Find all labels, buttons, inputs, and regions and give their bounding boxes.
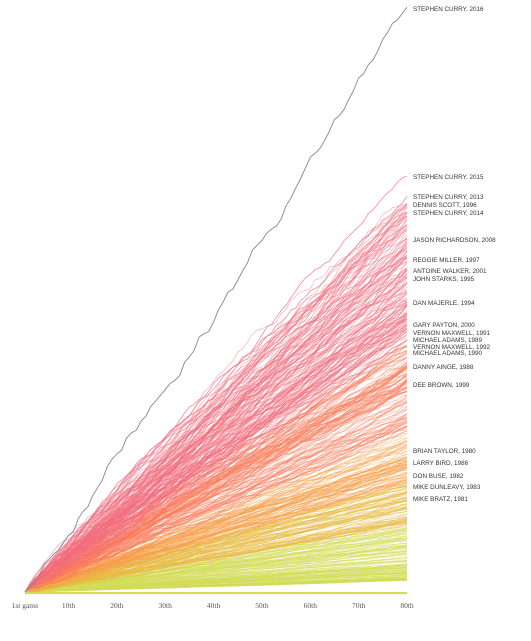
highlight-line bbox=[24, 6, 408, 593]
player-line bbox=[24, 255, 408, 593]
player-line bbox=[24, 203, 408, 593]
player-line bbox=[24, 238, 408, 593]
player-line bbox=[24, 366, 408, 593]
series-label: LARRY BIRD, 1986 bbox=[413, 460, 469, 467]
player-line bbox=[24, 440, 408, 593]
series-label: STEPHEN CURRY, 2016 bbox=[413, 6, 484, 13]
series-label: BRIAN TAYLOR, 1980 bbox=[413, 448, 476, 455]
player-line bbox=[24, 276, 408, 593]
series-label: MIKE DUNLEAVY, 1983 bbox=[413, 484, 481, 491]
player-line bbox=[24, 270, 408, 593]
series-label: GARY PAYTON, 2000 bbox=[413, 322, 475, 329]
x-tick-label: 1st game bbox=[12, 601, 40, 610]
highlight-series-line bbox=[24, 6, 408, 593]
player-line bbox=[24, 489, 408, 593]
player-line bbox=[24, 223, 408, 593]
player-line bbox=[24, 218, 408, 593]
x-tick-label: 40th bbox=[207, 601, 221, 610]
x-tick-label: 70th bbox=[352, 601, 366, 610]
player-line bbox=[24, 331, 408, 593]
series-label: DAN MAJERLE, 1994 bbox=[413, 300, 475, 307]
player-line bbox=[24, 416, 408, 593]
player-line bbox=[24, 508, 408, 593]
series-label: ANTOINE WALKER, 2001 bbox=[413, 268, 487, 275]
labeled-player-lines bbox=[24, 175, 408, 593]
x-tick-label: 10th bbox=[62, 601, 76, 610]
player-line bbox=[24, 211, 408, 593]
player-line bbox=[24, 205, 408, 593]
player-line bbox=[24, 444, 408, 593]
player-line bbox=[24, 462, 408, 593]
player-line bbox=[24, 216, 408, 593]
x-tick-label: 80th bbox=[400, 601, 414, 610]
player-line bbox=[24, 304, 408, 593]
series-label: DEE BROWN, 1999 bbox=[413, 382, 470, 389]
player-line bbox=[24, 563, 408, 593]
player-line bbox=[24, 485, 408, 593]
x-axis: 1st game 10th 20th 30th 40th 50th 60th 70th 80th bbox=[12, 594, 414, 610]
series-label: MICHAEL ADAMS, 1990 bbox=[413, 350, 483, 357]
player-line bbox=[24, 497, 408, 593]
series-label: REGGIE MILLER, 1997 bbox=[413, 257, 480, 264]
series-label: DENNIS SCOTT, 1996 bbox=[413, 202, 477, 209]
series-label: JOHN STARKS, 1995 bbox=[413, 276, 475, 283]
series-label: DANNY AINGE, 1988 bbox=[413, 364, 474, 371]
series-label: VERNON MAXWELL, 1991 bbox=[413, 330, 490, 337]
player-line bbox=[24, 350, 408, 593]
background-player-lines bbox=[24, 203, 408, 594]
player-line bbox=[24, 407, 408, 593]
x-tick-label: 50th bbox=[255, 601, 269, 610]
series-label: STEPHEN CURRY, 2015 bbox=[413, 174, 484, 181]
series-label: VERNON MAXWELL, 1992 bbox=[413, 344, 490, 351]
series-labels: STEPHEN CURRY, 2016 STEPHEN CURRY, 2015 ST… bbox=[413, 6, 496, 503]
x-tick-label: 30th bbox=[159, 601, 173, 610]
player-line bbox=[24, 367, 408, 593]
series-label: MICHAEL ADAMS, 1989 bbox=[413, 337, 483, 344]
player-line bbox=[24, 256, 408, 593]
player-line bbox=[24, 433, 408, 593]
series-label: STEPHEN CURRY, 2013 bbox=[413, 194, 484, 201]
player-line bbox=[24, 472, 408, 593]
player-line bbox=[24, 517, 408, 593]
player-line bbox=[24, 302, 408, 593]
player-line bbox=[24, 195, 408, 593]
player-line bbox=[24, 535, 408, 593]
x-tick-label: 20th bbox=[110, 601, 124, 610]
player-line bbox=[24, 203, 408, 593]
player-line bbox=[24, 386, 408, 593]
series-label: MIKE BRATZ, 1981 bbox=[413, 496, 468, 503]
series-label: DON BUSE, 1982 bbox=[413, 473, 464, 480]
series-label: STEPHEN CURRY, 2014 bbox=[413, 210, 484, 217]
player-line bbox=[24, 387, 408, 593]
series-label: JASON RICHARDSON, 2008 bbox=[413, 237, 496, 244]
player-line bbox=[24, 460, 408, 593]
x-tick-label: 60th bbox=[304, 601, 318, 610]
player-line bbox=[24, 518, 408, 593]
